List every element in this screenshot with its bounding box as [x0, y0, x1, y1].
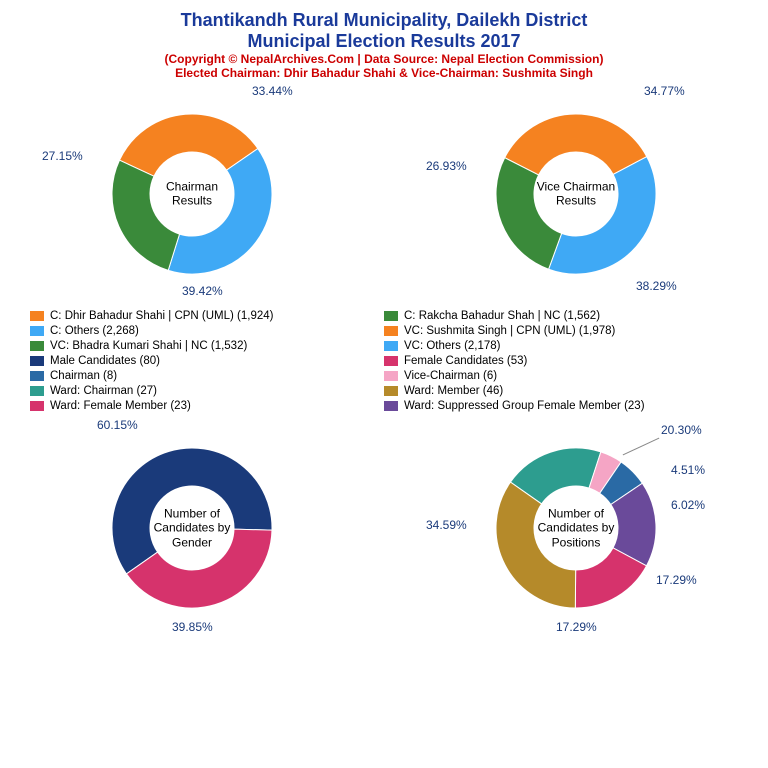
- legend-text: Chairman (8): [50, 370, 117, 382]
- pct-label: 6.02%: [671, 498, 705, 512]
- legend-text: Female Candidates (53): [404, 355, 527, 367]
- chairman-chart: Chairman Results 33.44% 39.42% 27.15%: [42, 84, 342, 304]
- donut-slice: [505, 114, 647, 175]
- legend-text: VC: Sushmita Singh | CPN (UML) (1,978): [404, 325, 615, 337]
- legend-item: Chairman (8): [30, 370, 384, 382]
- legend-text: C: Dhir Bahadur Shahi | CPN (UML) (1,924…: [50, 310, 274, 322]
- vice-chairman-chart: Vice Chairman Results 34.77% 38.29% 26.93%: [426, 84, 726, 304]
- legend-swatch: [384, 311, 398, 321]
- legend-swatch: [30, 356, 44, 366]
- pct-label: 27.15%: [42, 149, 83, 163]
- legend-item: VC: Bhadra Kumari Shahi | NC (1,532): [30, 340, 384, 352]
- pct-label: 34.59%: [426, 518, 467, 532]
- pct-label: 20.30%: [661, 423, 702, 437]
- legend-item: Ward: Member (46): [384, 385, 738, 397]
- legend-item: Ward: Female Member (23): [30, 400, 384, 412]
- legend-swatch: [384, 401, 398, 411]
- pct-label: 26.93%: [426, 159, 467, 173]
- legend-text: Vice-Chairman (6): [404, 370, 497, 382]
- legend-text: C: Others (2,268): [50, 325, 139, 337]
- pct-label: 17.29%: [656, 573, 697, 587]
- legend-item: VC: Sushmita Singh | CPN (UML) (1,978): [384, 325, 738, 337]
- legend-text: Ward: Chairman (27): [50, 385, 157, 397]
- pct-label: 17.29%: [556, 620, 597, 634]
- legend-swatch: [30, 386, 44, 396]
- pct-label: 38.29%: [636, 279, 677, 293]
- legend-text: VC: Others (2,178): [404, 340, 501, 352]
- legend-item: C: Rakcha Bahadur Shah | NC (1,562): [384, 310, 738, 322]
- legend-item: Ward: Suppressed Group Female Member (23…: [384, 400, 738, 412]
- donut-slice: [496, 158, 562, 269]
- subtitle-line-1: (Copyright © NepalArchives.Com | Data So…: [0, 52, 768, 66]
- legend-item: Female Candidates (53): [384, 355, 738, 367]
- chairman-center-label: Chairman Results: [147, 180, 237, 209]
- legend-swatch: [384, 326, 398, 336]
- pct-label: 60.15%: [97, 418, 138, 432]
- positions-center-label: Number of Candidates by Positions: [531, 506, 621, 549]
- legend-text: Ward: Member (46): [404, 385, 503, 397]
- top-charts-row: Chairman Results 33.44% 39.42% 27.15% Vice…: [0, 84, 768, 304]
- pct-label: 34.77%: [644, 84, 685, 98]
- legend-swatch: [30, 341, 44, 351]
- pct-label: 33.44%: [252, 84, 293, 98]
- bottom-charts-row: Number of Candidates by Gender 60.15% 39.…: [0, 418, 768, 638]
- legend-text: C: Rakcha Bahadur Shah | NC (1,562): [404, 310, 600, 322]
- vice-chairman-center-label: Vice Chairman Results: [531, 180, 621, 209]
- legend-item: Vice-Chairman (6): [384, 370, 738, 382]
- legend-text: Ward: Suppressed Group Female Member (23…: [404, 400, 645, 412]
- legend-item: VC: Others (2,178): [384, 340, 738, 352]
- legend-text: Ward: Female Member (23): [50, 400, 191, 412]
- positions-chart: Number of Candidates by Positions 20.30%…: [426, 418, 726, 638]
- pct-label: 39.85%: [172, 620, 213, 634]
- legend-swatch: [30, 371, 44, 381]
- pct-label: 39.42%: [182, 284, 223, 298]
- subtitle-line-2: Elected Chairman: Dhir Bahadur Shahi & V…: [0, 66, 768, 80]
- legend-item: C: Dhir Bahadur Shahi | CPN (UML) (1,924…: [30, 310, 384, 322]
- legend-swatch: [30, 326, 44, 336]
- title-line-2: Municipal Election Results 2017: [0, 31, 768, 52]
- legend-swatch: [384, 386, 398, 396]
- title-line-1: Thantikandh Rural Municipality, Dailekh …: [0, 10, 768, 31]
- donut-slice: [112, 160, 180, 270]
- legend-swatch: [384, 341, 398, 351]
- legend-swatch: [30, 311, 44, 321]
- gender-center-label: Number of Candidates by Gender: [147, 506, 237, 549]
- legend-text: Male Candidates (80): [50, 355, 160, 367]
- donut-slice: [549, 157, 656, 274]
- gender-chart: Number of Candidates by Gender 60.15% 39.…: [42, 418, 342, 638]
- legend-item: Ward: Chairman (27): [30, 385, 384, 397]
- legend-left-col: C: Dhir Bahadur Shahi | CPN (UML) (1,924…: [30, 310, 384, 412]
- legend: C: Dhir Bahadur Shahi | CPN (UML) (1,924…: [0, 304, 768, 418]
- title-block: Thantikandh Rural Municipality, Dailekh …: [0, 0, 768, 80]
- legend-swatch: [30, 401, 44, 411]
- legend-right-col: C: Rakcha Bahadur Shah | NC (1,562) VC: S…: [384, 310, 738, 412]
- legend-swatch: [384, 356, 398, 366]
- legend-swatch: [384, 371, 398, 381]
- pct-label: 4.51%: [671, 463, 705, 477]
- legend-item: C: Others (2,268): [30, 325, 384, 337]
- legend-text: VC: Bhadra Kumari Shahi | NC (1,532): [50, 340, 247, 352]
- legend-item: Male Candidates (80): [30, 355, 384, 367]
- donut-slice: [168, 149, 272, 274]
